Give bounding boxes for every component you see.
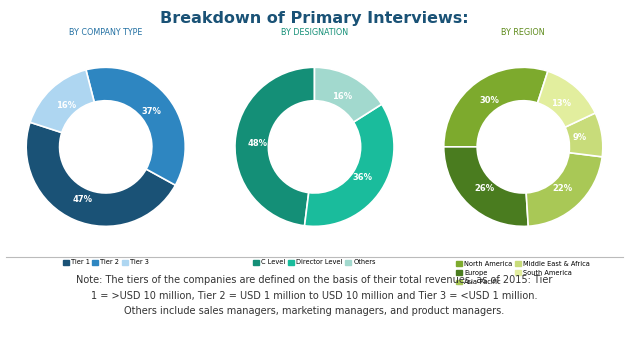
Wedge shape [30,70,94,132]
Text: 47%: 47% [73,195,93,204]
Wedge shape [538,71,595,127]
Text: Breakdown of Primary Interviews:: Breakdown of Primary Interviews: [160,11,469,26]
Wedge shape [235,67,314,226]
Wedge shape [314,67,382,122]
Wedge shape [526,153,602,226]
Wedge shape [26,122,175,226]
Wedge shape [443,67,548,147]
Title: BY DESIGNATION: BY DESIGNATION [281,28,348,37]
Wedge shape [443,147,528,226]
Text: 36%: 36% [353,173,373,182]
Text: 37%: 37% [141,107,161,116]
Title: BY COMPANY TYPE: BY COMPANY TYPE [69,28,142,37]
Text: 16%: 16% [57,100,77,110]
Text: 26%: 26% [474,184,494,193]
Text: 22%: 22% [552,184,572,193]
Text: 48%: 48% [247,139,267,148]
Legend: Tier 1, Tier 2, Tier 3: Tier 1, Tier 2, Tier 3 [62,258,150,267]
Text: 16%: 16% [332,92,352,101]
Legend: North America, Europe, Asia-Pacific, Middle East & Africa, South America: North America, Europe, Asia-Pacific, Mid… [455,260,591,287]
Wedge shape [565,113,603,157]
Wedge shape [86,67,186,185]
Text: Note: The tiers of the companies are defined on the basis of their total revenue: Note: The tiers of the companies are def… [76,275,553,316]
Text: 30%: 30% [480,96,499,105]
Text: 13%: 13% [551,99,571,108]
Wedge shape [304,104,394,226]
Legend: C Level, Director Level, Others: C Level, Director Level, Others [252,258,377,267]
Title: BY REGION: BY REGION [501,28,545,37]
Text: 9%: 9% [573,133,587,142]
